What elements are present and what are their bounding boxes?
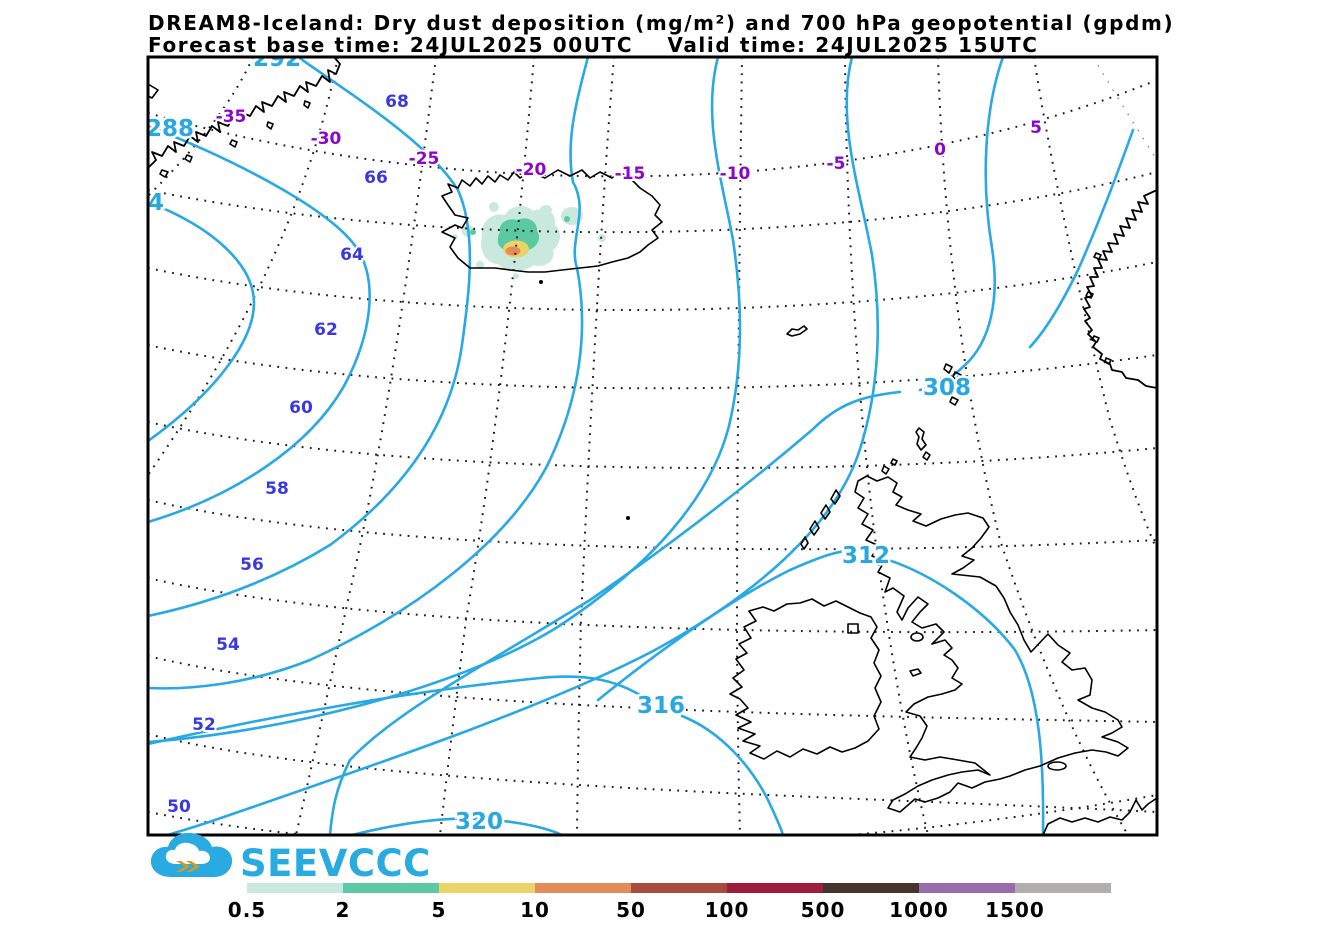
colorbar-tick-label: 500 bbox=[801, 898, 846, 922]
latitude-label: 52 bbox=[192, 715, 216, 735]
orkney-islands bbox=[881, 458, 898, 475]
graticule-meridians bbox=[148, 57, 1157, 835]
greenland-coast bbox=[148, 57, 341, 169]
map-subtitle: Forecast base time: 24JUL2025 00UTC Vali… bbox=[148, 33, 1038, 57]
map-title: DREAM8-Iceland: Dry dust deposition (mg/… bbox=[148, 11, 1174, 35]
longitude-label: -30 bbox=[311, 129, 342, 149]
longitude-label: -20 bbox=[516, 160, 547, 180]
contour-label: 320 bbox=[455, 809, 503, 835]
contour-label: 4 bbox=[148, 190, 164, 216]
colorbar-segment bbox=[247, 883, 343, 893]
norway-islets bbox=[1085, 252, 1112, 365]
colorbar-tick-label: 5 bbox=[432, 898, 447, 922]
latitude-label: 50 bbox=[167, 797, 191, 817]
shetland-islands bbox=[915, 427, 931, 461]
contour-label: 288 bbox=[146, 116, 194, 142]
colorbar-segment bbox=[535, 883, 631, 893]
contour-316-east bbox=[680, 714, 785, 835]
contour-320 bbox=[350, 817, 564, 835]
contour-296 bbox=[148, 57, 590, 690]
colorbar-segment bbox=[631, 883, 727, 893]
contour-308-upper bbox=[918, 57, 1005, 392]
colorbar-segment bbox=[727, 883, 823, 893]
contour-label: 308 bbox=[923, 375, 971, 401]
colorbar-segment bbox=[823, 883, 919, 893]
faroe-islands bbox=[943, 363, 965, 406]
contour-label: 292 bbox=[253, 46, 301, 72]
dust-deposition-layer bbox=[452, 202, 606, 279]
latitude-label: 58 bbox=[265, 479, 289, 499]
colorbar-tick-label: 1000 bbox=[889, 898, 949, 922]
contour-304 bbox=[166, 57, 880, 835]
isle-of-wight bbox=[1047, 761, 1067, 771]
colorbar-segment bbox=[1015, 883, 1111, 893]
latitude-label: 68 bbox=[385, 92, 409, 112]
contour-312-east bbox=[880, 556, 1045, 835]
colorbar-tick-label: 1500 bbox=[985, 898, 1045, 922]
colorbar-tick-label: 10 bbox=[520, 898, 550, 922]
seevccc-logo: SEEVCCC bbox=[150, 832, 431, 885]
contour-label: 312 bbox=[842, 543, 890, 569]
arrow-icon bbox=[176, 861, 200, 872]
longitude-label: -5 bbox=[827, 154, 846, 174]
contour-284 bbox=[148, 200, 256, 443]
longitude-label: -35 bbox=[216, 107, 247, 127]
map-border bbox=[146, 55, 1159, 837]
ireland-coast bbox=[729, 598, 882, 760]
anglesey-island bbox=[909, 668, 922, 677]
longitude-label: -25 bbox=[409, 149, 440, 169]
hebrides-islands bbox=[800, 489, 841, 550]
latitude-label: 66 bbox=[364, 168, 388, 188]
longitude-label: -10 bbox=[720, 164, 751, 184]
iceland-coast bbox=[441, 169, 663, 273]
contour-292 bbox=[148, 57, 472, 618]
britain-coast bbox=[854, 475, 1129, 813]
dust-level-10 bbox=[505, 246, 521, 256]
contour-label: 316 bbox=[637, 693, 685, 719]
colorbar-tick-label: 50 bbox=[616, 898, 646, 922]
latitude-label: 54 bbox=[216, 635, 240, 655]
colorbar-segment bbox=[343, 883, 439, 893]
contour-308-lower bbox=[328, 390, 902, 835]
vestmannaeyjar-islet bbox=[539, 280, 543, 284]
latitude-label: 60 bbox=[289, 398, 313, 418]
latitude-label: 62 bbox=[314, 320, 338, 340]
latitude-labels: 68 66 64 62 60 58 56 54 52 50 bbox=[165, 90, 411, 819]
longitude-label: 5 bbox=[1030, 118, 1042, 138]
contour-288 bbox=[148, 124, 371, 524]
colorbar-segment bbox=[919, 883, 1015, 893]
contour-316-west bbox=[148, 675, 642, 746]
longitude-labels: -35 -30 -25 -20 -15 -10 -5 0 5 bbox=[214, 105, 1044, 186]
contour-labels: 292 288 4 308 312 316 320 bbox=[146, 46, 974, 835]
colorbar: 0.5 2 5 10 50 100 500 1000 1500 bbox=[228, 883, 1111, 922]
geopotential-contours bbox=[148, 57, 1135, 835]
greenland-islets bbox=[148, 83, 311, 178]
contour-312-west bbox=[596, 549, 854, 702]
longitude-label: -15 bbox=[615, 164, 646, 184]
france-coast bbox=[1042, 797, 1157, 835]
contour-312-upper bbox=[1028, 128, 1135, 349]
jan-mayen-island bbox=[786, 325, 808, 337]
coastlines bbox=[148, 57, 1157, 835]
logo-text: SEEVCCC bbox=[240, 842, 431, 885]
colorbar-segment bbox=[439, 883, 535, 893]
latitude-label: 64 bbox=[340, 245, 364, 265]
colorbar-tick-label: 0.5 bbox=[228, 898, 266, 922]
longitude-label: 0 bbox=[934, 140, 946, 160]
cloud-icon bbox=[150, 832, 233, 877]
colorbar-tick-label: 2 bbox=[336, 898, 351, 922]
colorbar-tick-label: 100 bbox=[705, 898, 750, 922]
latitude-label: 56 bbox=[240, 555, 264, 575]
graticule-parallels bbox=[148, 79, 1157, 835]
rockall-islet bbox=[626, 516, 630, 520]
isle-of-man bbox=[910, 632, 924, 642]
norway-coast bbox=[1083, 189, 1157, 389]
lough-neagh bbox=[847, 623, 859, 634]
